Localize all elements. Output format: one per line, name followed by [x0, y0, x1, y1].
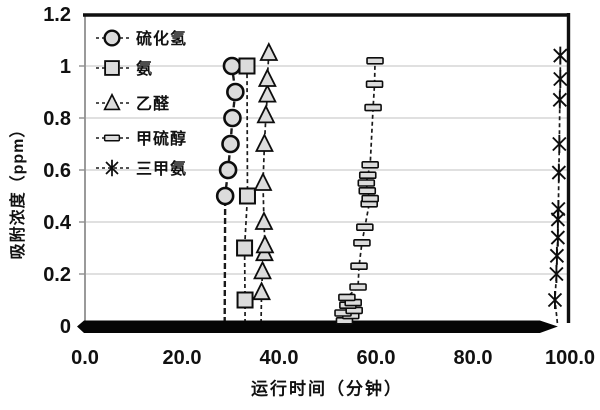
series-4-marker-asterisk [547, 291, 563, 309]
series-3-marker-hbar [358, 171, 377, 179]
series-2-marker-triangle [252, 281, 271, 301]
legend-label-2: 乙醛 [136, 94, 170, 113]
x-tick-label: 80.0 [454, 347, 493, 369]
series-3-marker-hbar [356, 223, 374, 231]
series-0-marker-circle [215, 186, 235, 206]
series-2-marker-triangle [253, 171, 273, 191]
x-axis-title: 运行时间（分钟） [251, 379, 403, 399]
legend-marker-triangle [103, 92, 121, 111]
x-tick-label: 0.0 [71, 347, 99, 369]
series-3-marker-hbar [353, 239, 371, 247]
legend-marker-circle [103, 29, 121, 47]
series-4-marker-asterisk [550, 228, 566, 247]
series-2-marker-triangle [259, 41, 279, 61]
series-2-marker-triangle [256, 104, 276, 124]
series-3-marker-hbar [350, 262, 368, 271]
series-0-marker-circle [218, 160, 238, 180]
series-4-marker-asterisk [552, 90, 567, 109]
series-3-marker-hbar [358, 187, 377, 195]
y-tick-label: 0 [60, 316, 71, 338]
legend-label-0: 硫化氢 [136, 29, 187, 48]
y-tick-label: 0.2 [43, 264, 71, 286]
series-4-marker-asterisk [551, 163, 567, 182]
series-3-marker-hbar [365, 80, 384, 88]
series-4-marker-asterisk [553, 70, 568, 88]
series-3-marker-hbar [338, 293, 356, 302]
series-1-marker-square [236, 291, 254, 309]
series-4-marker-asterisk [549, 246, 565, 265]
series-3-marker-hbar [364, 103, 382, 112]
y-tick-label: 0.4 [43, 212, 72, 234]
series-3-marker-hbar [366, 56, 384, 65]
x-tick-label: 100.0 [545, 347, 595, 369]
legend-marker-hbar [103, 134, 121, 142]
series-0-marker-circle [226, 82, 245, 102]
series-2-marker-triangle [257, 83, 277, 103]
series-2-marker-triangle [254, 132, 274, 152]
legend-marker-square [104, 60, 120, 76]
legend-label-4: 三甲氨 [136, 159, 187, 178]
series-4-marker-asterisk [553, 46, 568, 65]
series-1-marker-square [236, 239, 254, 257]
series-2-marker-triangle [253, 260, 272, 280]
y-tick-label: 0.8 [43, 108, 71, 130]
series-0-marker-circle [222, 56, 242, 76]
series-3-marker-hbar [349, 283, 367, 291]
y-tick-label: 1 [60, 56, 71, 78]
legend-label-1: 氨 [136, 59, 153, 78]
series-4-marker-asterisk [549, 265, 564, 283]
series-2-marker-triangle [254, 210, 274, 230]
legend-label-3: 甲硫醇 [136, 129, 187, 148]
zero-band [77, 320, 558, 333]
y-tick-label: 0.6 [43, 160, 71, 182]
y-tick-label: 1.2 [43, 4, 71, 26]
series-0-marker-circle [221, 134, 240, 154]
series-3-marker-hbar [361, 194, 379, 203]
series-3-marker-hbar [357, 179, 376, 187]
series-4-marker-asterisk [552, 135, 567, 153]
series-1-marker-square [238, 187, 256, 205]
series-4-marker-asterisk [551, 200, 566, 218]
series-3-marker-hbar [361, 161, 379, 169]
x-tick-label: 40.0 [260, 347, 299, 369]
legend-marker-asterisk [105, 159, 119, 177]
series-2-marker-triangle [255, 234, 275, 254]
x-tick-label: 60.0 [357, 347, 396, 369]
series-1-marker-square [238, 57, 256, 75]
series-0-marker-circle [223, 108, 242, 128]
series-2-marker-triangle [257, 67, 277, 87]
x-tick-label: 20.0 [163, 347, 202, 369]
